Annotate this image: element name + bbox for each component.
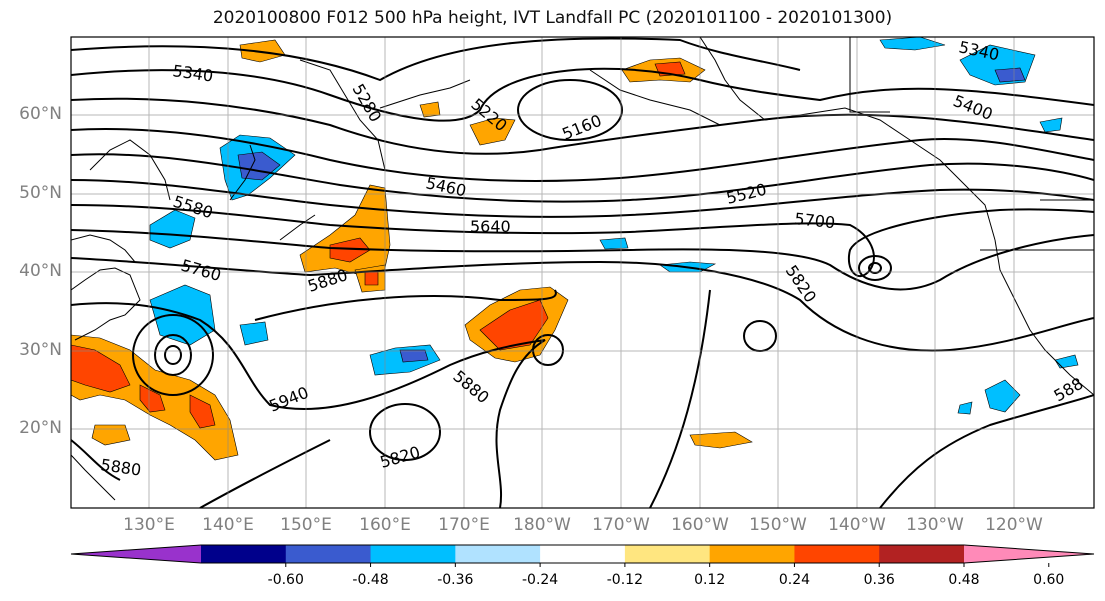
colorbar-tick-label: 0.12 [694, 572, 726, 588]
longitude-label: 160°E [359, 515, 411, 535]
colorbar-tick-label: 0.60 [1033, 572, 1065, 588]
contour-label: 5640 [470, 217, 511, 236]
colorbar-extend-high [964, 545, 1094, 563]
colorbar-segment [370, 545, 456, 563]
latitude-label: 20°N [19, 418, 62, 438]
colorbar-segment [879, 545, 965, 563]
colorbar-tick-label: 0.24 [778, 572, 811, 588]
colorbar-segment [794, 545, 880, 563]
longitude-label: 180°W [513, 515, 571, 535]
colorbar-tick-label: 0.48 [948, 572, 980, 588]
longitude-label: 120°W [985, 515, 1043, 535]
colorbar-tick-label: -0.60 [267, 572, 304, 588]
colorbar-tick-label: -0.36 [437, 572, 474, 588]
latitude-label: 50°N [19, 183, 62, 203]
gridlines [71, 37, 1094, 508]
colorbar-segment [709, 545, 795, 563]
colorbar-segment [455, 545, 541, 563]
latitude-label: 40°N [19, 261, 62, 281]
colorbar-segment [624, 545, 711, 563]
longitude-label: 170°E [438, 515, 490, 535]
longitude-label: 150°W [749, 515, 807, 535]
longitude-label: 170°W [592, 515, 650, 535]
latitude-label: 30°N [19, 340, 62, 360]
latitude-label: 60°N [19, 104, 62, 124]
contour-label: 5700 [794, 209, 836, 232]
colorbar-extend-low [71, 545, 201, 563]
map-panel: 5340 5280 5220 5160 5340 5400 5460 5520 … [71, 37, 1094, 508]
map-frame [70, 36, 1095, 509]
colorbar-segment [285, 545, 372, 563]
height-contours [71, 37, 1094, 508]
colorbar-tick-label: -0.48 [352, 572, 389, 588]
colorbar-tick-label: -0.24 [521, 572, 559, 588]
longitude-label: 140°W [828, 515, 886, 535]
longitude-label: 130°E [123, 515, 175, 535]
longitude-label: 150°E [280, 515, 332, 535]
colorbar-tick-label: -0.12 [606, 572, 643, 588]
longitude-label: 130°W [906, 515, 964, 535]
colorbar-segment [201, 545, 287, 563]
coastlines [71, 37, 1094, 501]
colorbar-segment [540, 545, 626, 563]
colorbar [70, 544, 1095, 567]
colorbar-tick-label: 0.36 [863, 572, 895, 588]
colorbar-outline [70, 544, 1095, 564]
longitude-label: 140°E [202, 515, 254, 535]
longitude-label: 160°W [671, 515, 729, 535]
map-title: 2020100800 F012 500 hPa height, IVT Land… [212, 8, 893, 28]
